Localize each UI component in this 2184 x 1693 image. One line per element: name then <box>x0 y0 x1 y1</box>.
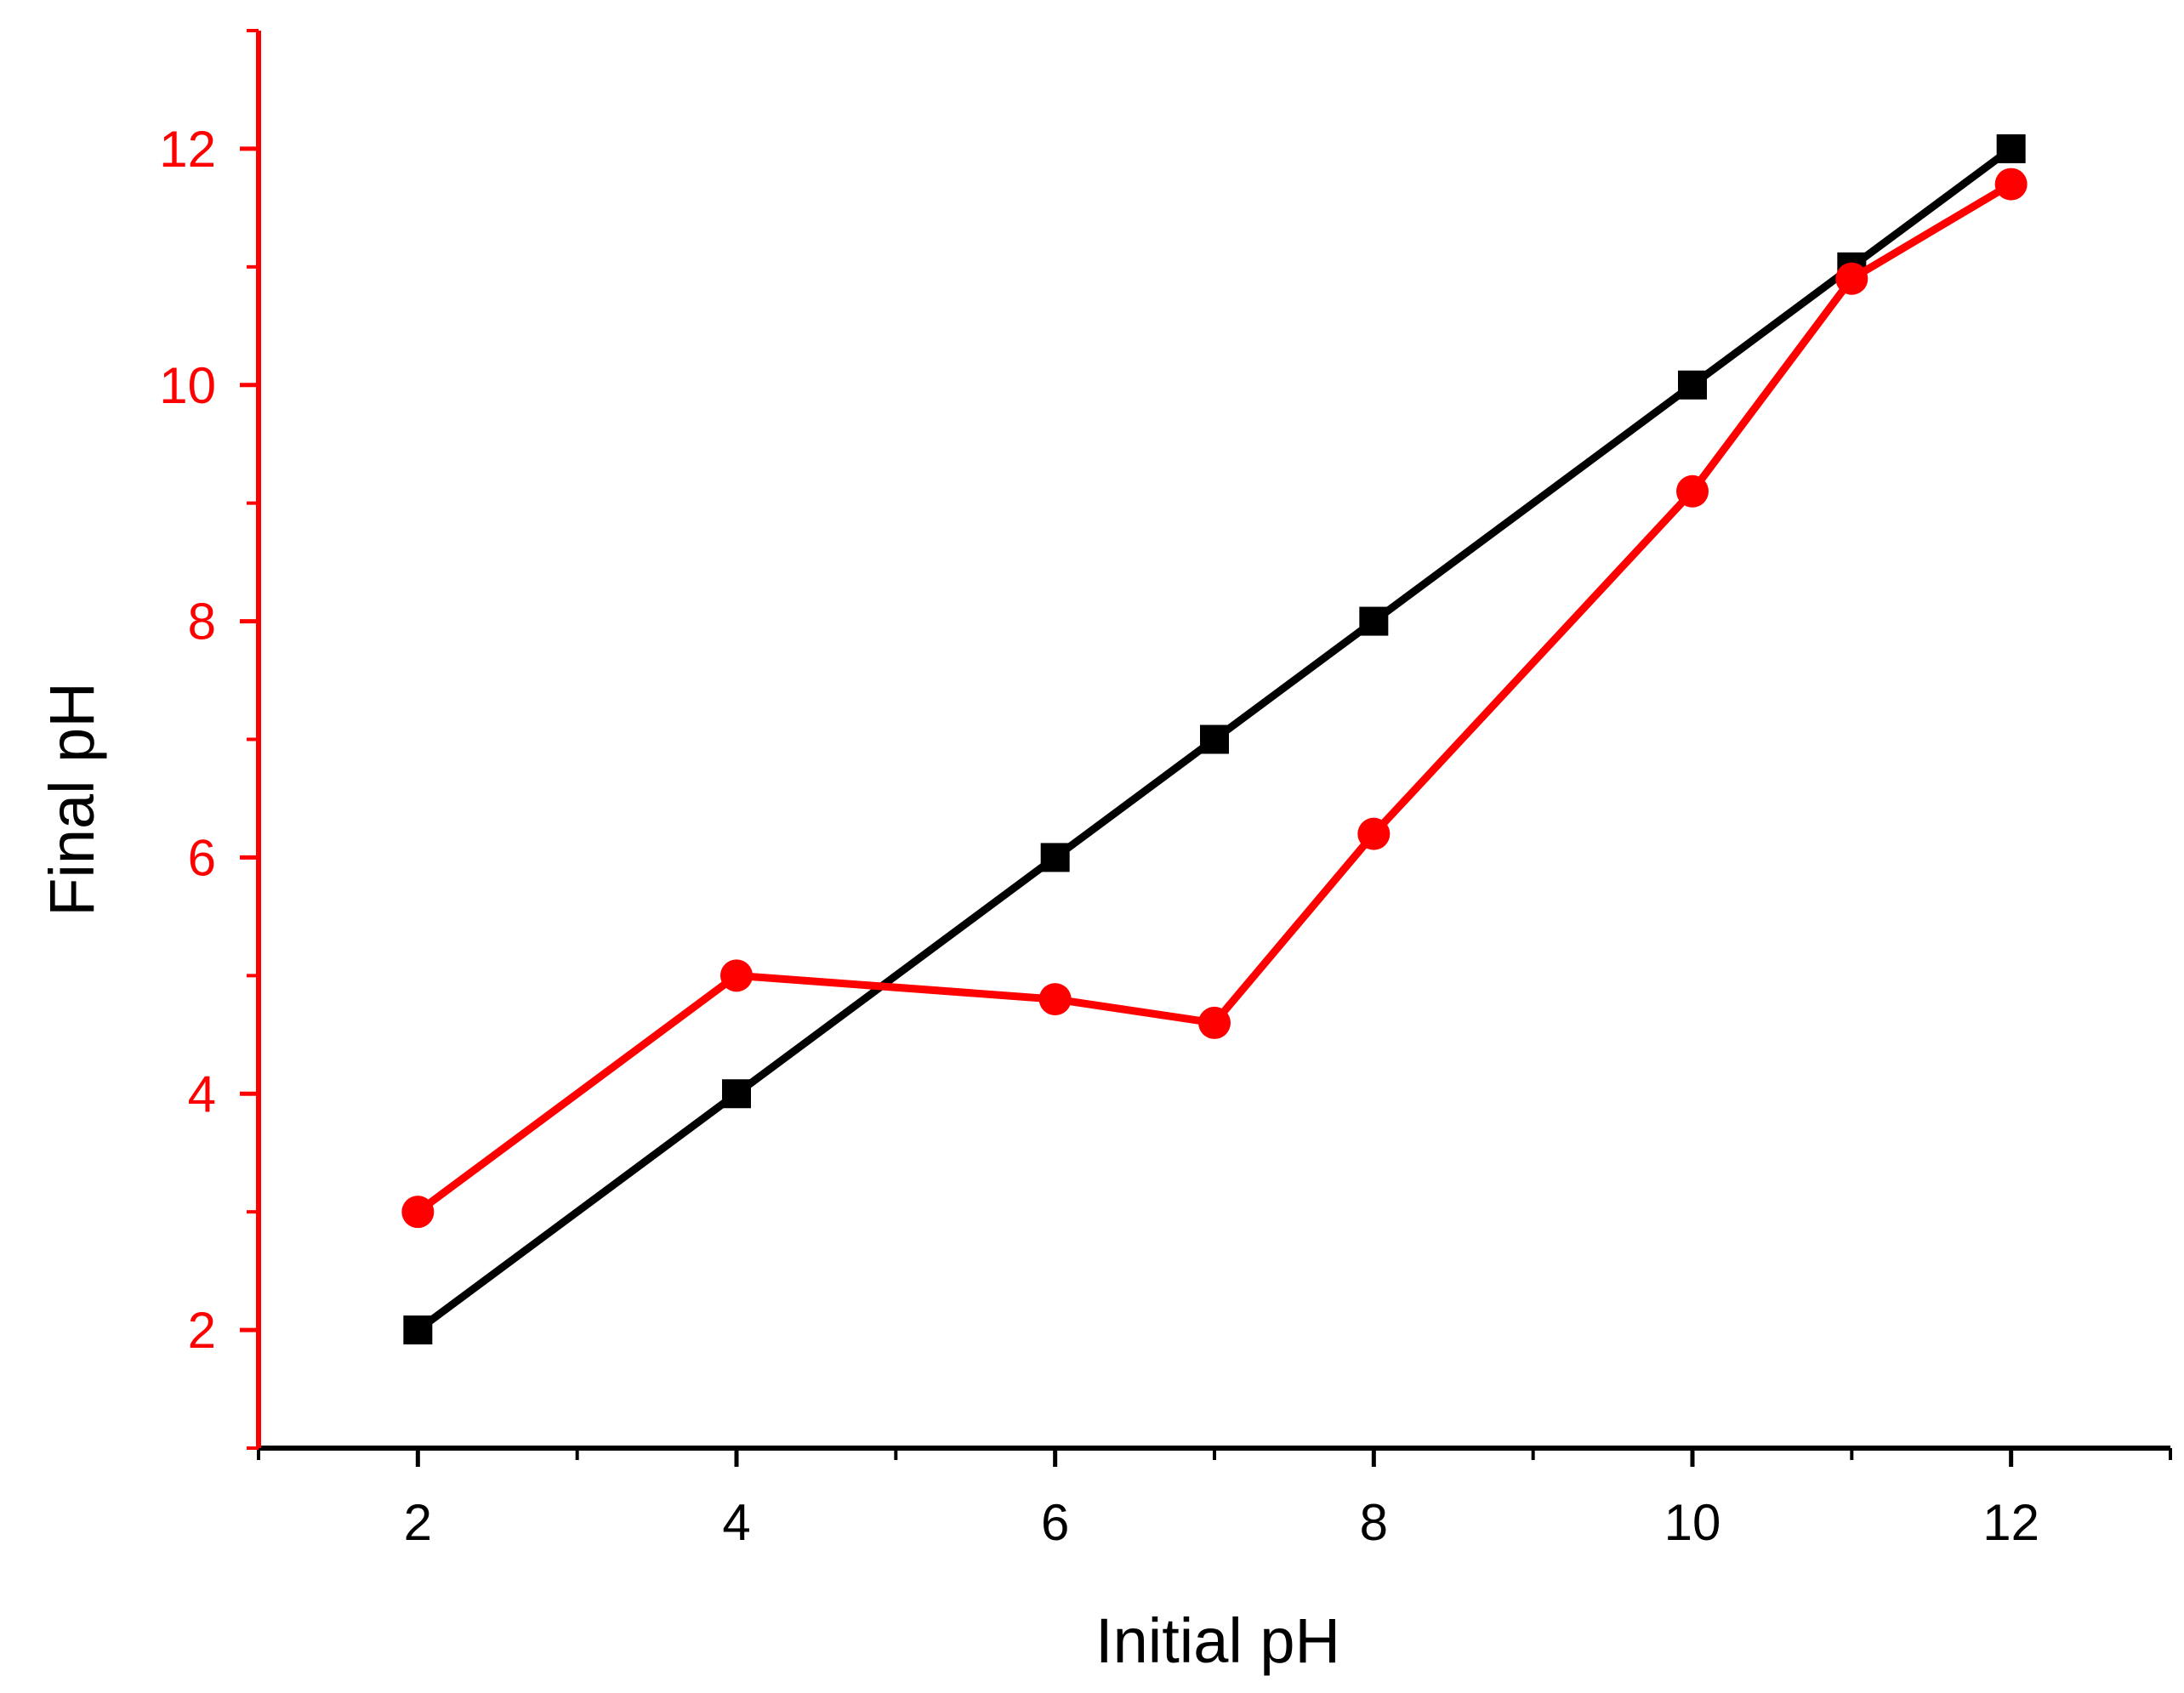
series-2 <box>401 168 2028 1229</box>
data-point-circle <box>1835 262 1868 295</box>
data-point-square <box>1040 843 1070 872</box>
y-tick-label: 2 <box>188 1302 216 1359</box>
data-point-circle <box>1198 1006 1231 1039</box>
data-point-square <box>1678 370 1707 400</box>
y-axis-label: Final pH <box>37 682 107 917</box>
data-point-circle <box>401 1196 435 1229</box>
y-tick-label: 12 <box>159 121 216 178</box>
y-tick-label: 6 <box>188 829 216 886</box>
y-tick-label: 8 <box>188 594 216 650</box>
y-tick-label: 10 <box>159 357 216 414</box>
y-tick-label: 4 <box>188 1065 216 1122</box>
axes-layer: 2 4 6 8 10 12 2 4 6 8 10 12 <box>159 29 2172 1551</box>
data-point-circle <box>720 959 753 992</box>
data-point-square <box>403 1315 433 1345</box>
data-point-square <box>1996 134 2026 163</box>
x-tick-label: 2 <box>404 1494 432 1551</box>
data-point-circle <box>1038 983 1072 1016</box>
data-point-circle <box>1357 817 1391 850</box>
data-point-square <box>1200 724 1229 754</box>
x-tick-label: 6 <box>1041 1494 1069 1551</box>
series-2-line <box>415 180 2013 1215</box>
x-tick-label: 10 <box>1664 1494 1721 1551</box>
data-point-circle <box>1676 474 1709 508</box>
x-axis-label: Initial pH <box>1095 1605 1340 1676</box>
series-layer <box>401 134 2028 1345</box>
x-tick-label: 8 <box>1360 1494 1388 1551</box>
data-point-circle <box>1994 168 2028 201</box>
data-point-square <box>1359 606 1389 636</box>
x-tick-label: 12 <box>1982 1494 2039 1551</box>
x-tick-label: 4 <box>722 1494 750 1551</box>
data-point-square <box>722 1079 751 1109</box>
series-1 <box>403 134 2026 1345</box>
series-1-line <box>415 145 2014 1333</box>
